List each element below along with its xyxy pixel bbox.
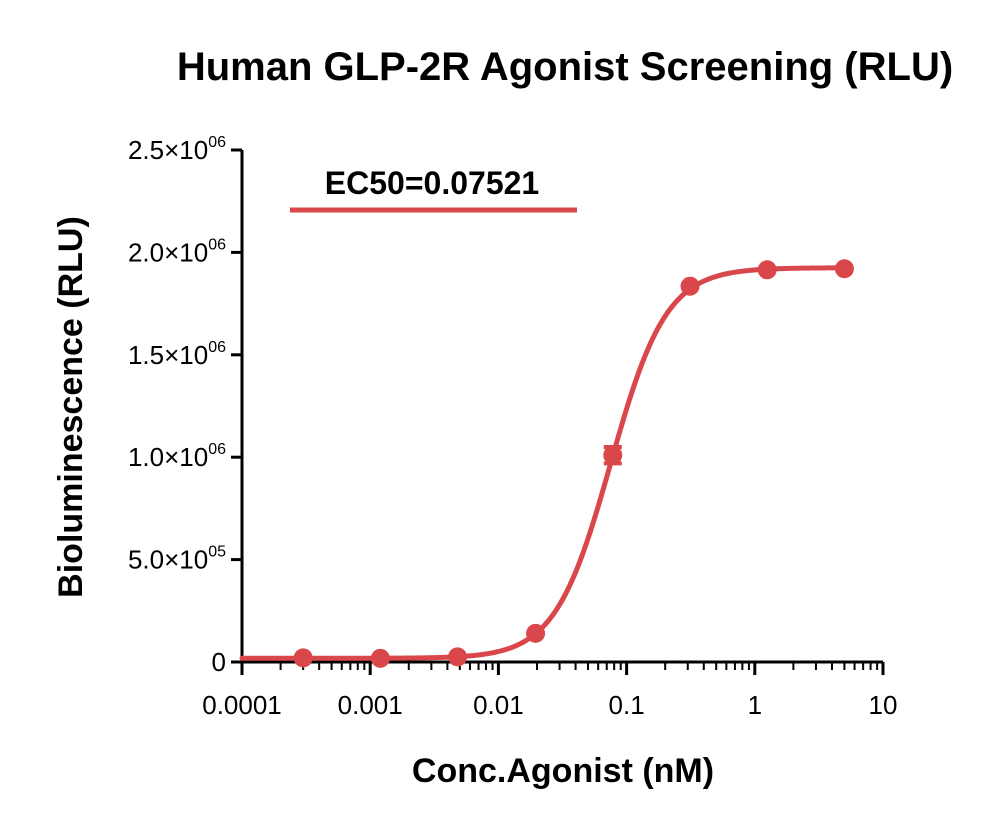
legend: EC50=0.07521	[290, 165, 577, 213]
legend-label-ec50: EC50=0.07521	[325, 165, 539, 201]
x-tick-label: 0.001	[338, 690, 403, 720]
chart-title: Human GLP-2R Agonist Screening (RLU)	[177, 45, 953, 89]
data-point	[370, 648, 390, 668]
y-tick-label: 0	[212, 647, 226, 677]
x-tick-label: 1	[748, 690, 762, 720]
data-point	[603, 445, 623, 465]
x-axis-title: Conc.Agonist (nM)	[412, 752, 714, 790]
data-point	[526, 623, 546, 643]
y-tick-label: 2.5×1006	[128, 134, 226, 165]
y-tick-label: 1.5×1006	[128, 339, 226, 370]
y-axis-title: Bioluminescence (RLU)	[52, 216, 90, 598]
plot-area	[239, 259, 854, 668]
x-tick-label: 0.01	[473, 690, 524, 720]
data-point	[293, 648, 313, 668]
data-point	[834, 259, 854, 279]
y-tick-label: 1.0×1006	[128, 441, 226, 472]
y-tick-label: 5.0×1005	[128, 544, 226, 575]
x-tick-label: 0.0001	[202, 690, 282, 720]
axes: 0 5.0×1005 1.0×1006 1.5×1006 2.0×1006 2.5×100…	[128, 134, 898, 720]
data-point	[680, 276, 700, 296]
x-tick-label: 10	[869, 690, 898, 720]
data-point	[757, 260, 777, 280]
fit-curve	[239, 265, 847, 661]
x-tick-label: 0.1	[609, 690, 645, 720]
data-point	[448, 647, 468, 667]
y-tick-label: 2.0×1006	[128, 236, 226, 267]
